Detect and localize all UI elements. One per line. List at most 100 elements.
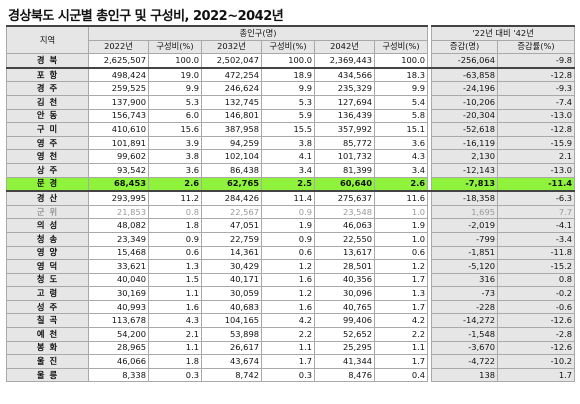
share-2042: 5.4 bbox=[373, 94, 429, 110]
pop-2042: 52,652 bbox=[314, 327, 375, 342]
rate-cell: -0.6 bbox=[497, 299, 576, 315]
pop-2022: 30,169 bbox=[88, 286, 149, 301]
share-2032: 3.4 bbox=[261, 162, 315, 178]
pop-2032: 40,683 bbox=[201, 299, 262, 315]
pop-2042: 85,772 bbox=[314, 135, 375, 151]
region-name: 의 성 bbox=[6, 218, 89, 233]
pop-2032: 30,429 bbox=[201, 259, 262, 274]
pop-2022: 99,602 bbox=[88, 149, 149, 164]
share-2042: 0.6 bbox=[373, 245, 429, 261]
pop-2042: 235,329 bbox=[314, 81, 375, 96]
header-delta: 증감(명) bbox=[431, 39, 499, 55]
region-name: 청 송 bbox=[6, 231, 89, 247]
delta-cell: -14,272 bbox=[431, 313, 499, 329]
delta-cell: -73 bbox=[431, 286, 499, 301]
share-2032: 3.8 bbox=[261, 135, 315, 151]
pop-2032: 30,059 bbox=[201, 286, 262, 301]
region-name: 상 주 bbox=[6, 162, 89, 178]
delta-cell: 1,695 bbox=[431, 204, 499, 220]
share-2022: 2.1 bbox=[148, 327, 202, 342]
delta-cell: -20,304 bbox=[431, 108, 499, 124]
table-row: 영 덕 33,621 1.3 30,429 1.2 28,501 1.2 -5,120 -15.… bbox=[6, 259, 576, 274]
pop-2042: 30,096 bbox=[314, 286, 375, 301]
share-2032: 1.2 bbox=[261, 286, 315, 301]
rate-cell: -15.2 bbox=[497, 259, 576, 274]
share-2032: 100.0 bbox=[261, 53, 315, 69]
share-2042: 11.6 bbox=[373, 190, 429, 206]
header-change-group: '22년 대비 '42년 bbox=[431, 24, 576, 41]
share-2042: 2.2 bbox=[373, 327, 429, 342]
share-2032: 0.3 bbox=[261, 367, 315, 383]
rate-cell: -11.4 bbox=[497, 176, 576, 192]
region-name: 김 천 bbox=[6, 94, 89, 110]
table-row: 예 천 54,200 2.1 53,898 2.2 52,652 2.2 -1,548 -2.8 bbox=[6, 327, 576, 342]
pop-2032: 22,567 bbox=[201, 204, 262, 220]
pop-2022: 23,349 bbox=[88, 231, 149, 247]
pop-2022: 21,853 bbox=[88, 204, 149, 220]
share-2042: 2.6 bbox=[373, 176, 429, 192]
pop-2042: 25,295 bbox=[314, 340, 375, 356]
rate-cell: -13.0 bbox=[497, 162, 576, 178]
share-2042: 1.0 bbox=[373, 204, 429, 220]
pop-2042: 28,501 bbox=[314, 259, 375, 274]
share-2042: 9.9 bbox=[373, 81, 429, 96]
pop-2032: 43,674 bbox=[201, 354, 262, 369]
pop-2022: 2,625,507 bbox=[88, 53, 149, 69]
pop-2032: 387,958 bbox=[201, 122, 262, 137]
table-row: 안 동 156,743 6.0 146,801 5.9 136,439 5.8 -20,304… bbox=[6, 108, 576, 124]
delta-cell: 2,130 bbox=[431, 149, 499, 164]
share-2042: 1.3 bbox=[373, 286, 429, 301]
region-name: 예 천 bbox=[6, 327, 89, 342]
header-2032: 2032년 bbox=[201, 39, 262, 55]
region-name: 고 령 bbox=[6, 286, 89, 301]
table-row: 문 경 68,453 2.6 62,765 2.5 60,640 2.6 -7,813 -11.… bbox=[6, 176, 576, 192]
share-2022: 6.0 bbox=[148, 108, 202, 124]
header-2022: 2022년 bbox=[88, 39, 149, 55]
pop-2022: 498,424 bbox=[88, 66, 149, 83]
share-2032: 1.6 bbox=[261, 272, 315, 288]
pop-2032: 47,051 bbox=[201, 218, 262, 233]
pop-2042: 23,548 bbox=[314, 204, 375, 220]
table-row: 울 진 46,066 1.8 43,674 1.7 41,344 1.7 -4,722 -10.… bbox=[6, 354, 576, 369]
share-2032: 1.7 bbox=[261, 354, 315, 369]
pop-2032: 26,617 bbox=[201, 340, 262, 356]
share-2022: 3.8 bbox=[148, 149, 202, 164]
rate-cell: -4.1 bbox=[497, 218, 576, 233]
rate-cell: 7.7 bbox=[497, 204, 576, 220]
share-2022: 1.6 bbox=[148, 299, 202, 315]
table-row: 의 성 48,082 1.8 47,051 1.9 46,063 1.9 -2,019 -4.1 bbox=[6, 218, 576, 233]
table-row: 청 도 40,040 1.5 40,171 1.6 40,356 1.7 316 0.8 bbox=[6, 272, 576, 288]
pop-2032: 22,759 bbox=[201, 231, 262, 247]
pop-2022: 156,743 bbox=[88, 108, 149, 124]
share-2022: 0.8 bbox=[148, 204, 202, 220]
pop-2042: 46,063 bbox=[314, 218, 375, 233]
region-name: 경 북 bbox=[6, 53, 89, 69]
share-2022: 1.1 bbox=[148, 340, 202, 356]
share-2042: 1.2 bbox=[373, 259, 429, 274]
pop-2032: 472,254 bbox=[201, 66, 262, 83]
table-row: 영 주 101,891 3.9 94,259 3.8 85,772 3.6 -16,119 -1… bbox=[6, 135, 576, 151]
rate-cell: -12.6 bbox=[497, 313, 576, 329]
delta-cell: -3,670 bbox=[431, 340, 499, 356]
rate-cell: -13.0 bbox=[497, 108, 576, 124]
header-share-2032: 구성비(%) bbox=[261, 39, 315, 55]
region-name: 영 주 bbox=[6, 135, 89, 151]
pop-2032: 8,742 bbox=[201, 367, 262, 383]
table-row: 경 산 293,995 11.2 284,426 11.4 275,637 11.6 -18,… bbox=[6, 190, 576, 206]
share-2042: 4.3 bbox=[373, 149, 429, 164]
share-2022: 0.3 bbox=[148, 367, 202, 383]
share-2022: 15.6 bbox=[148, 122, 202, 137]
pop-2032: 146,801 bbox=[201, 108, 262, 124]
pop-2032: 104,165 bbox=[201, 313, 262, 329]
delta-cell: -7,813 bbox=[431, 176, 499, 192]
table-row: 영 양 15,468 0.6 14,361 0.6 13,617 0.6 -1,851 -11.… bbox=[6, 245, 576, 261]
rate-cell: -7.4 bbox=[497, 94, 576, 110]
share-2022: 1.1 bbox=[148, 286, 202, 301]
pop-2022: 101,891 bbox=[88, 135, 149, 151]
delta-cell: -2,019 bbox=[431, 218, 499, 233]
pop-2022: 293,995 bbox=[88, 190, 149, 206]
pop-2022: 40,993 bbox=[88, 299, 149, 315]
pop-2042: 434,566 bbox=[314, 66, 375, 83]
share-2022: 4.3 bbox=[148, 313, 202, 329]
delta-cell: -1,548 bbox=[431, 327, 499, 342]
